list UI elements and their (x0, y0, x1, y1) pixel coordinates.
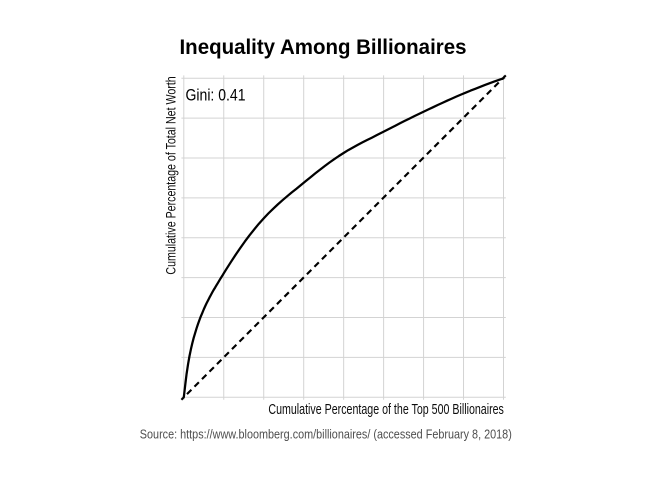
svg-text:Source: https://www.bloomberg.: Source: https://www.bloomberg.com/billio… (140, 427, 512, 442)
svg-text:Cumulative Percentage of the T: Cumulative Percentage of the Top 500 Bil… (268, 402, 504, 418)
svg-text:Cumulative Percentage of Total: Cumulative Percentage of Total Net Worth (164, 76, 180, 274)
svg-text:Gini: 0.41: Gini: 0.41 (186, 86, 246, 105)
svg-text:Inequality Among Billionaires: Inequality Among Billionaires (180, 35, 467, 59)
